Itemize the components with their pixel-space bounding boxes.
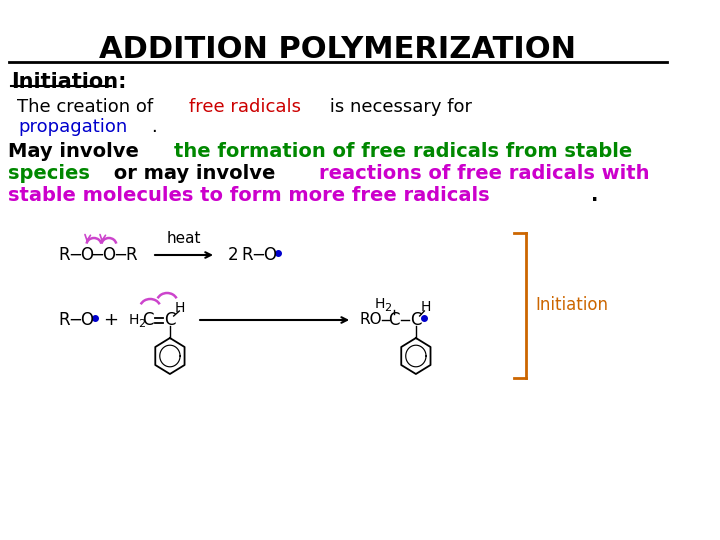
- Text: Initiation: Initiation: [535, 296, 608, 314]
- Text: H: H: [421, 300, 431, 314]
- Text: O: O: [80, 311, 93, 329]
- Text: .: .: [151, 118, 157, 136]
- Text: The creation of: The creation of: [17, 98, 159, 116]
- Text: 2: 2: [228, 246, 238, 264]
- Text: R: R: [125, 246, 138, 264]
- Text: −: −: [91, 246, 104, 264]
- Text: propagation: propagation: [19, 118, 128, 136]
- Text: heat: heat: [167, 231, 202, 246]
- Text: or may involve: or may involve: [107, 164, 282, 183]
- Text: −: −: [68, 246, 82, 264]
- Text: is necessary for: is necessary for: [325, 98, 472, 116]
- Text: H: H: [175, 301, 186, 315]
- Text: C: C: [143, 311, 154, 329]
- Text: H: H: [375, 297, 385, 311]
- Text: 2: 2: [138, 319, 145, 329]
- Text: stable molecules to form more free radicals: stable molecules to form more free radic…: [7, 186, 489, 205]
- Text: C: C: [410, 311, 422, 329]
- Text: +: +: [103, 311, 118, 329]
- Text: free radicals: free radicals: [189, 98, 301, 116]
- Text: RO: RO: [359, 313, 382, 327]
- Text: O: O: [263, 246, 276, 264]
- Text: .: .: [591, 186, 598, 205]
- Text: the formation of free radicals from stable: the formation of free radicals from stab…: [174, 142, 632, 161]
- Text: R: R: [241, 246, 253, 264]
- Text: 2: 2: [384, 303, 391, 313]
- Text: species: species: [7, 164, 89, 183]
- Text: −: −: [113, 246, 127, 264]
- Text: −: −: [251, 246, 265, 264]
- Text: H: H: [129, 313, 140, 327]
- Text: C: C: [389, 311, 400, 329]
- Text: reactions of free radicals with: reactions of free radicals with: [319, 164, 649, 183]
- Text: −: −: [68, 311, 82, 329]
- Text: Initiation:: Initiation:: [12, 72, 127, 92]
- Text: R: R: [58, 311, 70, 329]
- Text: O: O: [80, 246, 93, 264]
- Text: R: R: [58, 246, 70, 264]
- Text: O: O: [102, 246, 115, 264]
- Text: ADDITION POLYMERIZATION: ADDITION POLYMERIZATION: [99, 35, 577, 64]
- Text: May involve: May involve: [7, 142, 145, 161]
- Text: C: C: [164, 311, 176, 329]
